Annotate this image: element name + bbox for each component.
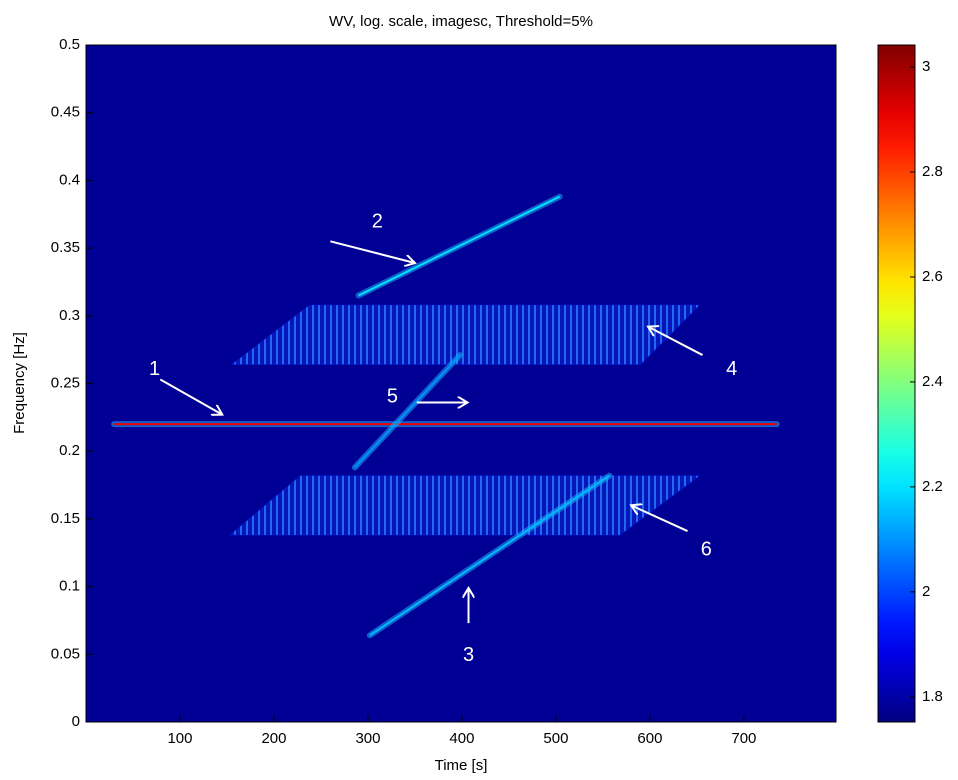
- annotation-label: 4: [726, 358, 737, 380]
- annotation-arrow: [648, 327, 704, 356]
- trace: [369, 474, 611, 637]
- colorbar-tick-label: 2.8: [922, 163, 943, 180]
- x-tick-label: 600: [637, 730, 662, 747]
- colorbar-tick-label: 2.6: [922, 268, 943, 285]
- annotation-label: 2: [372, 211, 383, 233]
- x-tick-label: 500: [543, 730, 568, 747]
- annotation-label: 5: [387, 385, 398, 407]
- y-tick-label: 0.4: [59, 171, 80, 188]
- trace: [358, 195, 561, 297]
- x-axis-label: Time [s]: [435, 757, 488, 774]
- chart-title: WV, log. scale, imagesc, Threshold=5%: [329, 13, 593, 30]
- trace: [354, 354, 461, 469]
- annotation-label: 3: [463, 644, 474, 666]
- y-tick-label: 0.25: [51, 374, 80, 391]
- annotation-arrow: [330, 240, 415, 263]
- annotation-label: 6: [701, 538, 712, 560]
- heatmap-background: [86, 45, 836, 722]
- x-tick-label: 200: [261, 730, 286, 747]
- x-tick-label: 400: [449, 730, 474, 747]
- x-tick-label: 100: [167, 730, 192, 747]
- x-tick-label: 300: [355, 730, 380, 747]
- y-tick-label: 0.05: [51, 645, 80, 662]
- colorbar-tick-label: 2.4: [922, 373, 943, 390]
- y-tick-label: 0.45: [51, 104, 80, 121]
- y-tick-label: 0.2: [59, 442, 80, 459]
- colorbar-tick-label: 2.2: [922, 478, 943, 495]
- y-tick-label: 0.3: [59, 307, 80, 324]
- y-tick-label: 0.35: [51, 239, 80, 256]
- y-axis-label: Frequency [Hz]: [11, 332, 28, 434]
- colorbar-tick-label: 3: [922, 58, 930, 75]
- annotation-arrow: [159, 378, 222, 414]
- y-tick-label: 0.1: [59, 578, 80, 595]
- y-tick-label: 0: [72, 713, 80, 730]
- colorbar-tick-label: 1.8: [922, 688, 943, 705]
- y-tick-label: 0.15: [51, 510, 80, 527]
- colorbar: [877, 44, 916, 723]
- annotation-label: 1: [149, 358, 160, 380]
- x-tick-label: 700: [731, 730, 756, 747]
- colorbar-tick-label: 2: [922, 583, 930, 600]
- annotation-arrow: [631, 505, 688, 532]
- cross-term-region: [230, 304, 701, 366]
- cross-term-region: [228, 475, 702, 536]
- y-tick-label: 0.5: [59, 36, 80, 53]
